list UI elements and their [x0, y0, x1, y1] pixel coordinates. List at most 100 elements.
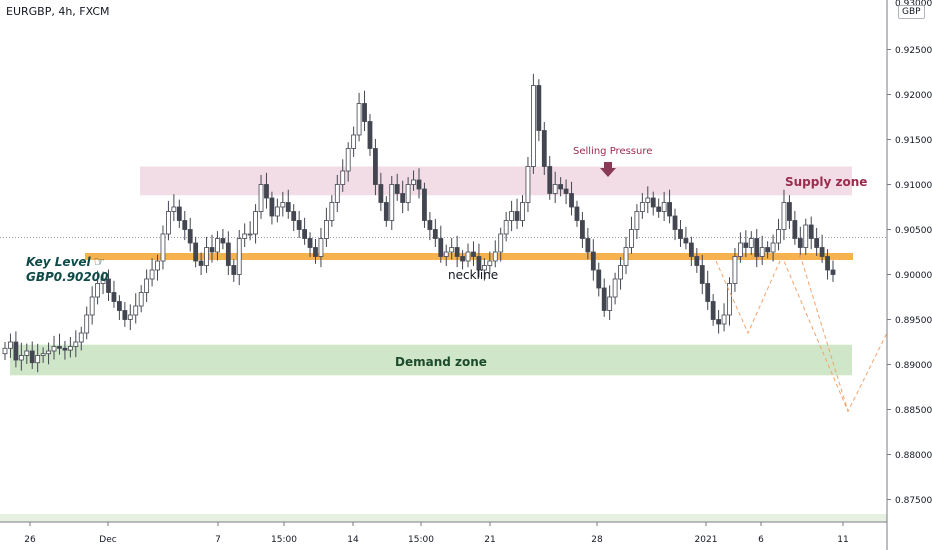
- x-tick-label: 28: [591, 535, 603, 545]
- candle-body: [89, 296, 95, 316]
- y-tick-label: 0.89000: [895, 361, 932, 371]
- candle-body: [765, 247, 771, 253]
- x-tick-label: 7: [215, 535, 221, 545]
- candle-body: [296, 220, 302, 230]
- candle-body: [721, 314, 727, 325]
- candle-body: [492, 251, 498, 262]
- candle-body: [563, 188, 569, 194]
- candle-body: [716, 319, 722, 325]
- candle-body: [585, 238, 591, 253]
- candle-body: [460, 256, 465, 262]
- candle-body: [291, 211, 297, 221]
- candle-body: [520, 202, 525, 221]
- key-level-label: Key Level ☞ GBP0.90200: [26, 255, 108, 284]
- candle-body: [754, 238, 760, 257]
- candle-body: [313, 247, 318, 257]
- candle-body: [547, 166, 553, 194]
- candle-body: [373, 148, 378, 185]
- candle-body: [8, 341, 13, 349]
- y-tick-label: 0.91500: [895, 136, 932, 146]
- candle-body: [748, 238, 754, 248]
- candle-body: [737, 242, 743, 257]
- candle-body: [814, 238, 820, 248]
- candle-body: [825, 256, 830, 271]
- candle-body: [727, 283, 732, 316]
- candle-body: [667, 202, 672, 217]
- candle-body: [209, 247, 215, 253]
- selling-pressure-label: Selling Pressure: [573, 146, 653, 157]
- bottom-band: [0, 514, 887, 522]
- currency-badge[interactable]: GBP: [898, 5, 925, 19]
- candle-body: [683, 238, 689, 244]
- supply-zone-label: Supply zone: [785, 175, 868, 189]
- candle-body: [356, 103, 362, 136]
- candle-body: [302, 229, 308, 239]
- candle-body: [116, 301, 122, 311]
- candle-body: [323, 220, 329, 239]
- candle-body: [465, 251, 471, 262]
- x-tick-label: 11: [837, 535, 848, 545]
- candle-body: [432, 229, 438, 239]
- candle-body: [803, 224, 809, 248]
- candle-body: [503, 220, 509, 235]
- candle-body: [759, 247, 765, 257]
- candle-body: [678, 229, 683, 239]
- x-tick-label: Dec: [99, 535, 116, 545]
- demand-zone-label: Demand zone: [395, 355, 487, 369]
- candle-body: [204, 247, 209, 266]
- candle-body: [569, 193, 574, 208]
- candle-body: [427, 220, 433, 230]
- candle-body: [618, 265, 623, 280]
- candle-body: [449, 247, 455, 253]
- candle-body: [62, 347, 68, 351]
- x-tick-label: 26: [24, 535, 36, 545]
- candle-body: [378, 184, 384, 203]
- candle-body: [187, 229, 193, 244]
- candle-body: [198, 260, 204, 266]
- projection-path-2: [799, 254, 849, 412]
- candle-body: [362, 103, 367, 122]
- candle-body: [732, 256, 738, 284]
- candle-body: [645, 197, 651, 203]
- candle-body: [329, 202, 335, 221]
- candle-body: [166, 211, 171, 235]
- candle-body: [487, 260, 493, 266]
- key-level-text: Key Level: [26, 255, 91, 269]
- candle-body: [481, 265, 487, 271]
- candle-body: [661, 202, 667, 212]
- candle-body: [541, 130, 547, 167]
- candle-body: [819, 247, 825, 257]
- candle-body: [176, 206, 182, 221]
- candle-body: [13, 341, 19, 361]
- candle-body: [138, 292, 144, 307]
- demand-zone: [10, 344, 852, 376]
- candle-body: [498, 233, 504, 253]
- projection-path: [715, 255, 888, 413]
- candle-body: [84, 314, 90, 334]
- candle-body: [285, 202, 291, 212]
- candle-body: [307, 238, 313, 248]
- candle-body: [525, 166, 531, 203]
- candle-body: [601, 287, 607, 311]
- candle-body: [106, 278, 111, 293]
- candle-body: [781, 202, 787, 230]
- candle-body: [743, 242, 749, 248]
- supply-zone: [140, 166, 852, 196]
- candle-body: [122, 310, 128, 320]
- candle-body: [40, 353, 46, 356]
- candle-body: [274, 206, 280, 217]
- key-level-value: GBP0.90200: [26, 270, 109, 284]
- candle-body: [231, 265, 237, 275]
- y-tick-label: 0.88000: [895, 451, 932, 461]
- candle-body: [400, 193, 406, 203]
- y-tick-label: 0.88500: [895, 406, 932, 416]
- candle-body: [351, 134, 357, 149]
- candle-body: [411, 179, 416, 185]
- candle-body: [111, 292, 117, 302]
- candle-body: [558, 184, 564, 190]
- candle-body: [394, 184, 400, 194]
- candle-body: [18, 355, 24, 361]
- candle-body: [340, 170, 346, 185]
- candle-body: [710, 301, 716, 320]
